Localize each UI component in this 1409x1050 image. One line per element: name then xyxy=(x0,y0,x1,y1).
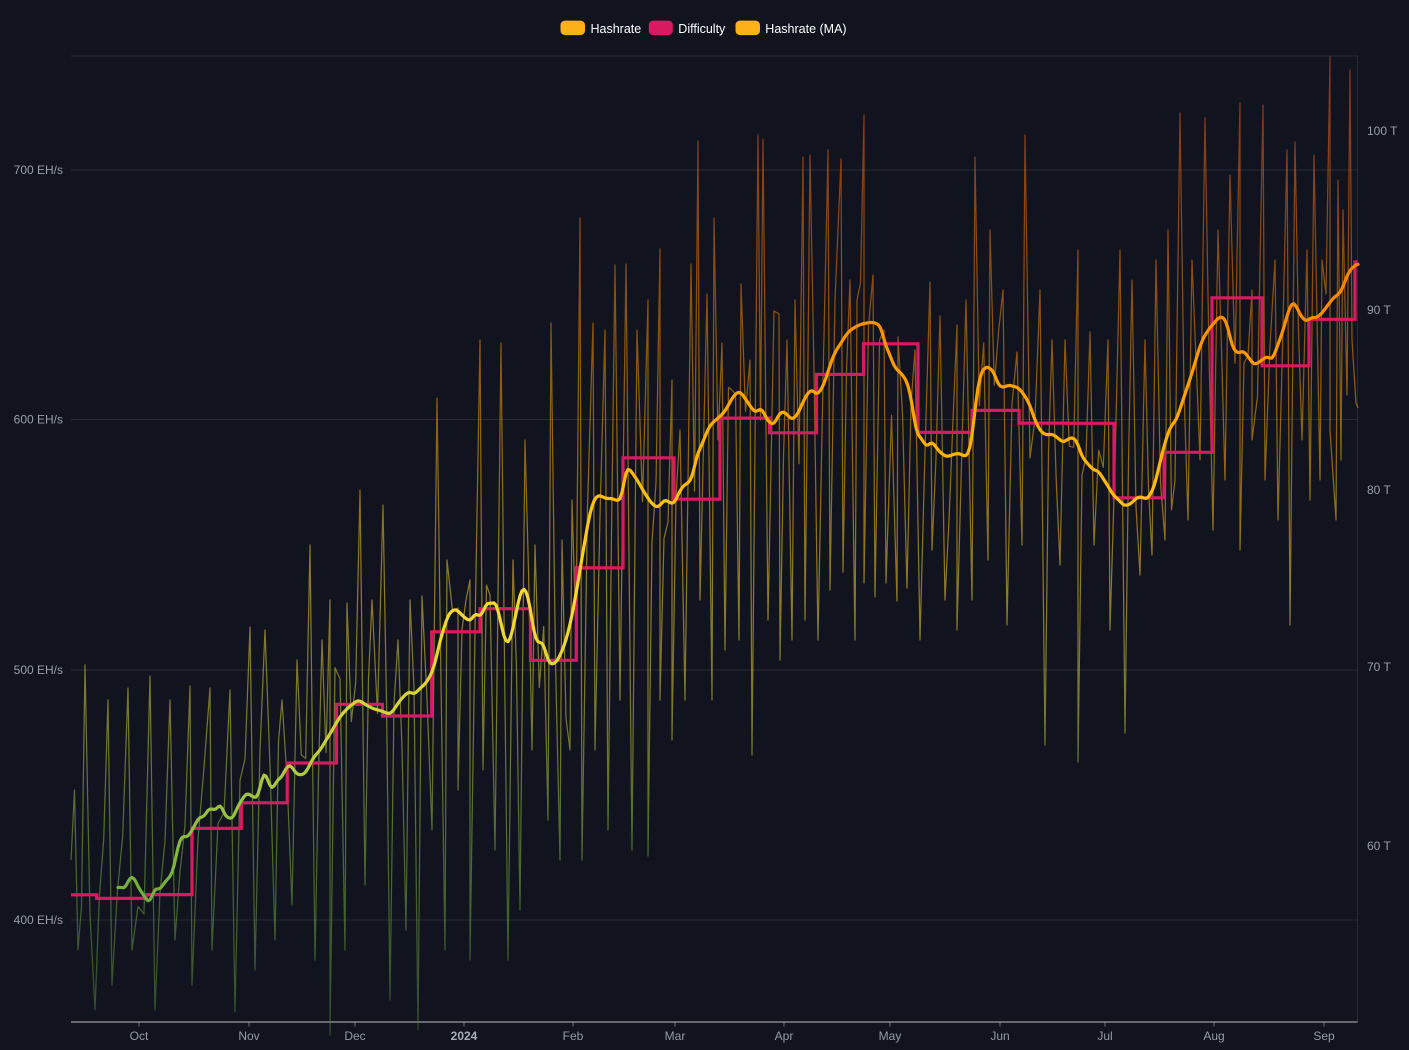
svg-text:Sep: Sep xyxy=(1313,1029,1335,1043)
svg-text:90 T: 90 T xyxy=(1367,303,1391,317)
svg-text:400 EH/s: 400 EH/s xyxy=(14,913,63,927)
svg-text:Mar: Mar xyxy=(665,1029,686,1043)
svg-text:Nov: Nov xyxy=(238,1029,259,1043)
svg-text:100 T: 100 T xyxy=(1367,124,1398,138)
svg-text:Jul: Jul xyxy=(1097,1029,1112,1043)
svg-text:2024: 2024 xyxy=(451,1029,478,1043)
svg-text:Aug: Aug xyxy=(1203,1029,1224,1043)
svg-text:60 T: 60 T xyxy=(1367,839,1391,853)
svg-text:May: May xyxy=(879,1029,902,1043)
svg-text:Dec: Dec xyxy=(344,1029,365,1043)
svg-text:Jun: Jun xyxy=(990,1029,1009,1043)
svg-text:600 EH/s: 600 EH/s xyxy=(14,413,63,427)
svg-text:Apr: Apr xyxy=(775,1029,794,1043)
svg-text:500 EH/s: 500 EH/s xyxy=(14,663,63,677)
svg-text:Hashrate (MA): Hashrate (MA) xyxy=(765,22,846,36)
svg-text:80 T: 80 T xyxy=(1367,483,1391,497)
svg-text:Feb: Feb xyxy=(563,1029,584,1043)
svg-text:70 T: 70 T xyxy=(1367,660,1391,674)
svg-text:Difficulty: Difficulty xyxy=(678,22,726,36)
svg-text:Hashrate: Hashrate xyxy=(591,22,642,36)
svg-text:Oct: Oct xyxy=(130,1029,149,1043)
svg-text:700 EH/s: 700 EH/s xyxy=(14,163,63,177)
